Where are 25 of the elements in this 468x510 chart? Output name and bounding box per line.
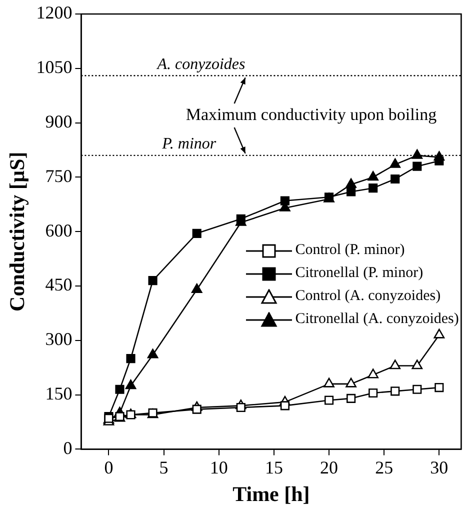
y-tick-label: 450 [45, 274, 72, 295]
x-tick-label: 10 [210, 458, 228, 478]
legend-label: Citronellal (P. minor) [295, 264, 424, 284]
annotation: Maximum conductivity upon boiling [186, 105, 438, 124]
y-tick-label: 0 [63, 438, 72, 458]
y-tick-label: 300 [45, 329, 72, 350]
legend-label: Control (P. minor) [295, 241, 405, 260]
ref-line-label: A. conyzoides [156, 56, 246, 73]
y-axis-title: Conductivity [µS] [5, 152, 30, 312]
y-tick-label: 150 [45, 384, 72, 404]
y-tick-label: 1050 [36, 57, 72, 78]
x-axis-title: Time [h] [232, 482, 310, 506]
x-tick-label: 5 [159, 458, 168, 478]
legend-label: Control (A. conyzoides) [295, 287, 441, 306]
y-tick-label: 600 [45, 220, 72, 240]
x-tick-label: 30 [430, 458, 448, 478]
y-tick-label: 900 [45, 112, 72, 132]
x-tick-label: 15 [264, 458, 283, 478]
x-tick-label: 0 [104, 458, 114, 478]
y-tick-label: 750 [45, 166, 72, 186]
x-tick-label: 20 [320, 458, 338, 478]
ref-line-label: P. minor [161, 136, 217, 153]
y-tick-label: 1200 [36, 2, 72, 23]
legend-label: Citronellal (A. conyzoides) [295, 310, 459, 330]
x-tick-label: 25 [375, 458, 394, 478]
